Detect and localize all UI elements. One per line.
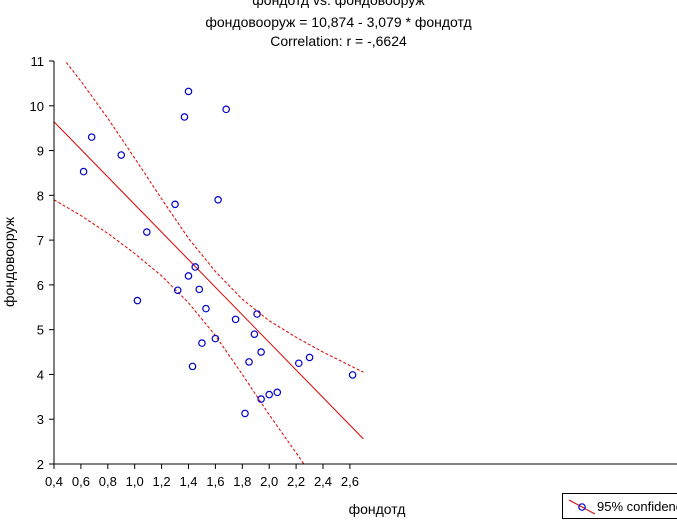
data-point (253, 310, 261, 318)
x-tick-label: 1,4 (179, 474, 197, 489)
data-point (257, 395, 265, 403)
x-tick-label: 1,6 (206, 474, 224, 489)
data-point (222, 105, 230, 114)
y-tick-label: 9 (37, 144, 44, 159)
data-point (133, 296, 142, 305)
x-tick-label: 2,2 (287, 474, 305, 489)
data-point (257, 348, 265, 356)
legend: 95% confidence (562, 493, 677, 519)
x-tick-label: 0,4 (45, 474, 63, 489)
regression-line (54, 121, 364, 440)
x-tick-label: 0,8 (99, 474, 117, 489)
confidence-band-upper (64, 61, 364, 373)
data-point (231, 315, 240, 324)
x-tick-label: 0,6 (72, 474, 90, 489)
data-point (195, 285, 204, 294)
data-point (265, 390, 274, 399)
regression-equation: фондовооруж = 10,874 - 3,079 * фондотд (205, 14, 472, 30)
x-tick-label: 1,8 (233, 474, 251, 489)
legend-marker-icon (568, 499, 596, 515)
chart-title: фондотд vs. фондовооруж (252, 0, 425, 8)
x-tick-label: 2,0 (260, 474, 278, 489)
data-point (305, 353, 314, 362)
x-tick-label: 1,2 (153, 474, 171, 489)
data-point (188, 362, 197, 371)
y-tick-label: 8 (37, 188, 44, 203)
data-point (245, 358, 253, 366)
data-point (79, 167, 88, 176)
y-tick-label: 7 (37, 233, 44, 248)
data-point (348, 371, 357, 379)
x-axis-label: фондотд (349, 501, 406, 517)
y-tick-label: 3 (37, 412, 44, 427)
correlation-annotation: Correlation: r = -,6624 (270, 33, 407, 49)
data-point (294, 359, 303, 368)
y-tick-label: 11 (31, 54, 45, 69)
data-point (180, 113, 189, 121)
data-point (117, 151, 126, 159)
data-point (202, 304, 210, 313)
data-point (184, 272, 193, 280)
y-tick-label: 6 (37, 278, 44, 293)
data-point (143, 228, 151, 236)
data-point (87, 133, 96, 141)
data-point (211, 334, 220, 343)
data-point (171, 200, 179, 209)
data-point (273, 388, 282, 397)
y-tick-label: 5 (37, 323, 44, 338)
x-tick-label: 1,0 (126, 474, 144, 489)
data-point (191, 263, 200, 271)
y-tick-label: 4 (37, 367, 44, 382)
x-tick-label: 2,4 (314, 474, 332, 489)
y-axis-label: фондовооруж (1, 216, 17, 307)
data-point (241, 409, 249, 418)
data-point (184, 87, 193, 96)
data-point (198, 339, 206, 347)
confidence-band-lower (54, 199, 305, 464)
data-point (250, 330, 259, 338)
data-point (214, 196, 222, 204)
legend-label: 95% confidence (597, 499, 677, 514)
x-tick-label: 2,6 (341, 474, 359, 489)
data-point (173, 286, 182, 295)
y-tick-label: 10 (30, 99, 44, 114)
y-tick-label: 2 (37, 457, 44, 472)
